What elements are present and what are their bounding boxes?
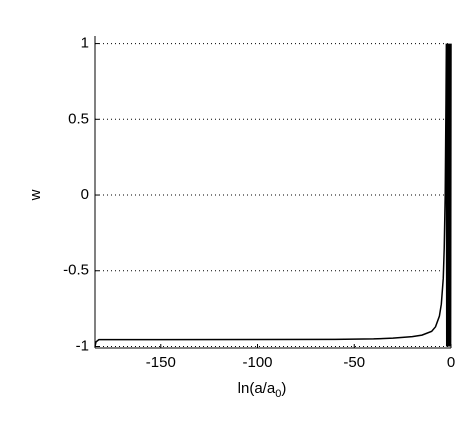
y-axis-label: w [27,189,44,201]
x-axis-label: ln(a/a0) [238,380,287,400]
x-tick-label: -150 [146,354,176,371]
data-line [94,43,452,347]
y-tick-label: -1 [76,337,89,354]
x-label-part: ln(a/a [238,380,276,397]
x-label-subscript: 0 [275,388,281,400]
x-tick-label: -50 [343,354,365,371]
x-tick-label: -100 [243,354,273,371]
y-tick-label: 0 [81,186,89,203]
y-tick-label: 1 [81,35,89,52]
y-tick-label: -0.5 [63,262,89,279]
y-tick-label: 0.5 [68,110,89,127]
x-label-part: ) [281,380,286,397]
x-tick-label: 0 [447,354,455,371]
